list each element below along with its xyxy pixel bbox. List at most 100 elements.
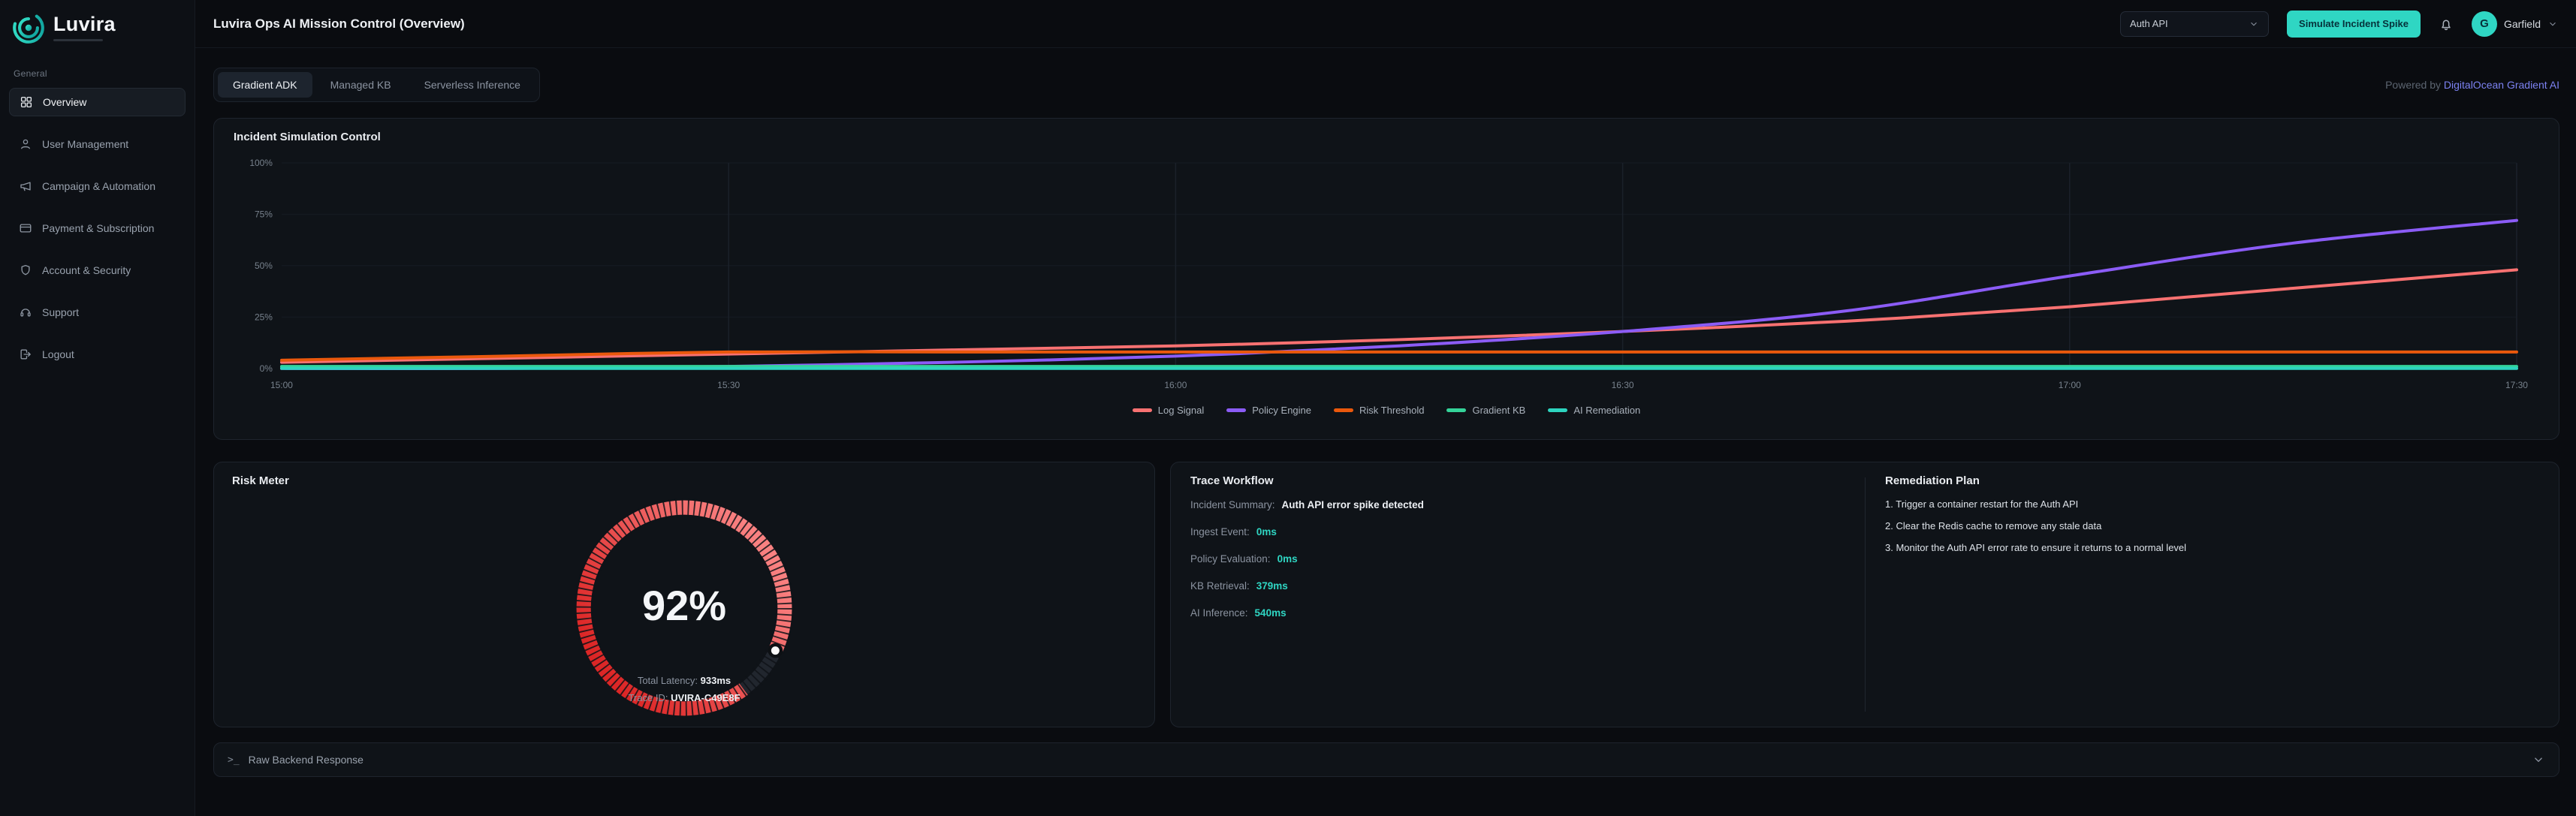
trace-row-value: 540ms <box>1254 607 1286 619</box>
legend-label: AI Remediation <box>1573 404 1641 416</box>
svg-text:15:30: 15:30 <box>717 380 740 390</box>
powered-by-brand: DigitalOcean Gradient AI <box>2443 79 2559 91</box>
risk-meter-card: Risk Meter 92% Total Latency: 933ms Trac… <box>213 462 1155 727</box>
legend-item-risk-threshold: Risk Threshold <box>1334 405 1424 416</box>
risk-meter-title: Risk Meter <box>232 474 289 487</box>
remediation-plan-column: Remediation Plan 1. Trigger a container … <box>1866 474 2539 715</box>
sidebar-item-user-management[interactable]: User Management <box>9 130 186 158</box>
credit-card-icon <box>19 221 32 235</box>
legend-marker <box>1132 408 1152 412</box>
chevron-down-icon <box>2547 19 2558 29</box>
svg-text:17:30: 17:30 <box>2505 380 2528 390</box>
trace-row-value: 379ms <box>1256 580 1288 592</box>
tabs: Gradient ADK Managed KB Serverless Inferen… <box>213 68 540 102</box>
chevron-down-icon <box>2249 19 2259 29</box>
trace-remediation-card: Trace Workflow Incident Summary: Auth API… <box>1170 462 2559 727</box>
brand[interactable]: Luvira <box>0 0 195 50</box>
sidebar-item-logout[interactable]: Logout <box>9 340 186 369</box>
topbar-controls: Auth API Simulate Incident Spike G Garfi… <box>2120 10 2558 38</box>
user-menu[interactable]: G Garfield <box>2471 11 2558 37</box>
legend-item-gradient-kb: Gradient KB <box>1446 405 1525 416</box>
sidebar-section-label: General <box>14 68 47 79</box>
sidebar: Luvira General Overview User Management Ca… <box>0 0 195 816</box>
svg-text:100%: 100% <box>249 158 273 168</box>
svg-text:16:30: 16:30 <box>1612 380 1634 390</box>
grid-icon <box>20 95 33 109</box>
tab-serverless-inference[interactable]: Serverless Inference <box>424 79 520 91</box>
trace-row-label: AI Inference: <box>1190 607 1248 619</box>
svg-text:50%: 50% <box>255 260 273 271</box>
sidebar-item-label: Overview <box>43 96 87 108</box>
trace-row-label: KB Retrieval: <box>1190 580 1250 592</box>
sidebar-item-campaign-automation[interactable]: Campaign & Automation <box>9 172 186 200</box>
incident-chart: 15:00 15:30 16:00 16:30 17:00 17:30 0% 25% 50% 75… <box>234 154 2539 402</box>
headset-icon <box>19 306 32 319</box>
trace-id-value: UVIRA-C49E8F <box>671 691 741 703</box>
trace-row-value: 0ms <box>1277 553 1298 565</box>
legend-label: Gradient KB <box>1472 404 1526 416</box>
svg-text:16:00: 16:00 <box>1164 380 1187 390</box>
sidebar-item-label: Logout <box>42 348 74 360</box>
trace-row-label: Incident Summary: <box>1190 499 1275 510</box>
topbar: Luvira Ops AI Mission Control (Overview)… <box>195 0 2576 48</box>
brand-name: Luvira <box>53 13 116 35</box>
brand-text: Luvira <box>53 14 116 41</box>
content: Gradient ADK Managed KB Serverless Inferen… <box>195 48 2576 816</box>
svg-text:15:00: 15:00 <box>270 380 293 390</box>
simulate-incident-button[interactable]: Simulate Incident Spike <box>2287 10 2421 38</box>
risk-gauge-details: Total Latency: 933ms Trace ID: UVIRA-C49… <box>569 673 799 707</box>
trace-row-ai-inference: AI Inference: 540ms <box>1190 607 1865 624</box>
raw-backend-response-toggle[interactable]: >_ Raw Backend Response <box>213 742 2559 777</box>
logout-icon <box>19 348 32 361</box>
trace-row-kb-retrieval: KB Retrieval: 379ms <box>1190 580 1865 597</box>
megaphone-icon <box>19 179 32 193</box>
total-latency-label: Total Latency: <box>637 675 698 686</box>
bell-icon[interactable] <box>2439 17 2454 32</box>
incident-simulation-card: Incident Simulation Control 15:00 15:30 16… <box>213 118 2559 440</box>
main-area: Luvira Ops AI Mission Control (Overview)… <box>195 0 2576 816</box>
page-title: Luvira Ops AI Mission Control (Overview) <box>213 16 465 31</box>
legend-marker <box>1548 408 1568 412</box>
sidebar-item-support[interactable]: Support <box>9 298 186 327</box>
trace-row-value: Auth API error spike detected <box>1281 499 1424 510</box>
chevron-down-icon[interactable] <box>2532 753 2545 766</box>
chart-legend: Log Signal Policy Engine Risk Threshold Gra… <box>234 405 2539 416</box>
legend-marker <box>1334 408 1354 412</box>
vertical-divider <box>1865 477 1866 712</box>
service-select-value: Auth API <box>2130 18 2168 29</box>
sidebar-item-label: Support <box>42 306 80 318</box>
sidebar-item-payment-subscription[interactable]: Payment & Subscription <box>9 214 186 242</box>
tabs-row: Gradient ADK Managed KB Serverless Inferen… <box>213 68 2559 102</box>
trace-row-policy-evaluation: Policy Evaluation: 0ms <box>1190 553 1865 570</box>
cards-row: Risk Meter 92% Total Latency: 933ms Trac… <box>213 462 2559 727</box>
legend-item-ai-remediation: AI Remediation <box>1548 405 1640 416</box>
tab-gradient-adk[interactable]: Gradient ADK <box>218 72 312 98</box>
legend-label: Policy Engine <box>1252 404 1312 416</box>
sidebar-item-overview[interactable]: Overview <box>9 88 186 116</box>
svg-text:75%: 75% <box>255 209 273 219</box>
trace-rows: Incident Summary: Auth API error spike de… <box>1190 499 1865 624</box>
raw-backend-response-left: >_ Raw Backend Response <box>228 754 363 766</box>
powered-by: Powered by DigitalOcean Gradient AI <box>2385 79 2559 91</box>
step-text: Clear the Redis cache to remove any stal… <box>1896 519 2102 531</box>
user-name: Garfield <box>2503 17 2541 30</box>
tab-managed-kb[interactable]: Managed KB <box>330 79 391 91</box>
sidebar-item-label: Account & Security <box>42 264 131 276</box>
trace-row-value: 0ms <box>1256 526 1277 537</box>
powered-by-prefix: Powered by <box>2385 79 2444 91</box>
sidebar-item-label: User Management <box>42 138 129 150</box>
trace-id-line: Trace ID: UVIRA-C49E8F <box>569 690 799 707</box>
sidebar-nav: Overview User Management Campaign & Automa… <box>0 88 195 382</box>
remediation-plan-title: Remediation Plan <box>1885 474 1980 487</box>
service-select[interactable]: Auth API <box>2120 11 2270 37</box>
sidebar-item-label: Campaign & Automation <box>42 180 155 192</box>
step-text: Trigger a container restart for the Auth… <box>1896 498 2079 510</box>
sidebar-item-account-security[interactable]: Account & Security <box>9 256 186 285</box>
remediation-step: 1. Trigger a container restart for the A… <box>1885 498 2539 510</box>
risk-percentage: 92% <box>641 582 727 629</box>
trace-row-label: Policy Evaluation: <box>1190 553 1271 565</box>
step-number: 3. <box>1885 541 1893 553</box>
legend-marker <box>1226 408 1247 412</box>
legend-item-log-signal: Log Signal <box>1132 405 1204 416</box>
